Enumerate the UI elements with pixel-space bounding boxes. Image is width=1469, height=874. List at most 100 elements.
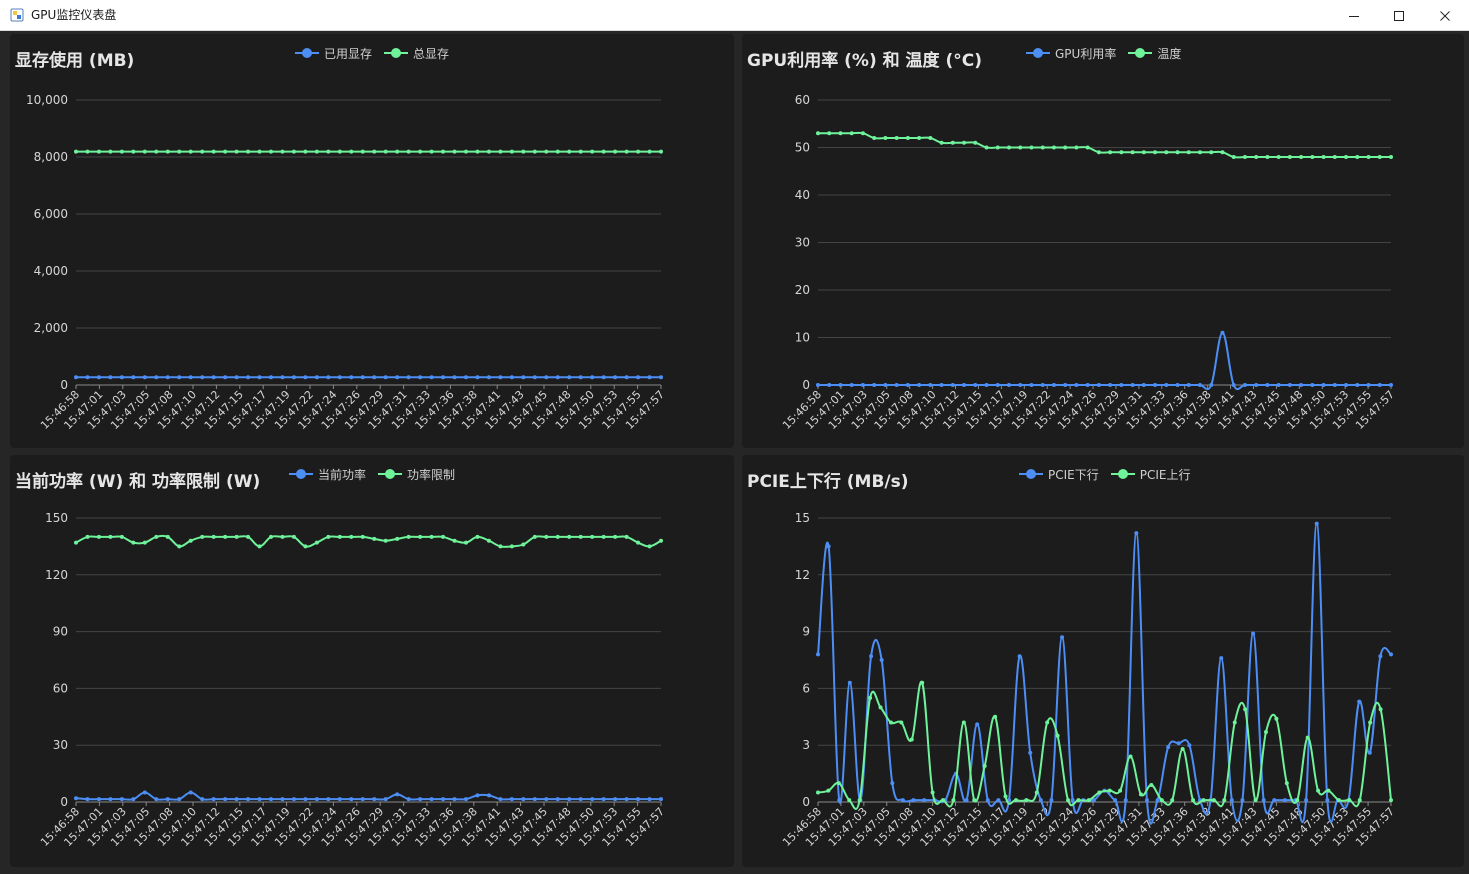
data-point (1219, 656, 1224, 661)
legend-item-total-memory[interactable]: 总显存 (384, 45, 449, 62)
data-point (826, 544, 831, 549)
data-point (647, 375, 652, 380)
y-tick-label: 30 (795, 236, 810, 250)
data-point (1378, 707, 1383, 712)
data-point (1263, 729, 1268, 734)
data-point (964, 798, 969, 803)
legend-item-used-memory[interactable]: 已用显存 (295, 45, 372, 62)
data-point (165, 149, 170, 154)
data-point (962, 383, 967, 387)
data-point (509, 375, 514, 380)
data-point (383, 797, 388, 802)
data-point (1310, 155, 1315, 159)
data-point (1332, 155, 1337, 159)
legend-item-current-power[interactable]: 当前功率 (289, 466, 366, 483)
data-point (1159, 798, 1164, 803)
data-point (578, 534, 583, 539)
data-point (857, 798, 862, 803)
data-point (1325, 798, 1330, 803)
legend-item-power-limit[interactable]: 功率限制 (378, 466, 455, 483)
data-point (659, 375, 663, 380)
data-point (647, 544, 652, 549)
data-point (601, 797, 606, 802)
data-point (395, 375, 400, 380)
data-point (74, 375, 78, 380)
legend-label: 温度 (1157, 46, 1182, 61)
data-point (429, 534, 434, 539)
data-point (131, 797, 136, 802)
data-point (939, 140, 944, 145)
y-tick-label: 60 (53, 681, 68, 695)
data-point (269, 797, 273, 802)
data-point (659, 149, 663, 154)
data-point (905, 136, 910, 140)
legend-item-gpu-utilization[interactable]: GPU利用率 (1026, 45, 1116, 62)
data-point (1389, 383, 1393, 387)
data-point (1231, 383, 1236, 387)
data-point (418, 375, 423, 380)
data-point (291, 797, 296, 802)
data-point (567, 375, 572, 380)
data-point (1051, 145, 1056, 150)
data-point (1138, 792, 1143, 797)
data-point (878, 705, 883, 710)
data-point (119, 534, 124, 539)
legend-item-pcie-tx[interactable]: PCIE上行 (1110, 466, 1191, 483)
data-point (464, 797, 468, 802)
data-point (972, 798, 977, 803)
data-point (975, 722, 980, 727)
data-point (314, 375, 319, 380)
data-point (1366, 155, 1371, 159)
close-icon (1440, 10, 1450, 21)
data-point (1276, 155, 1281, 159)
y-tick-label: 12 (795, 568, 810, 582)
data-point (372, 375, 377, 380)
data-point (177, 797, 182, 802)
data-point (1060, 635, 1065, 640)
data-point (200, 149, 205, 154)
power-chart-legend[interactable]: 当前功率 功率限制 (289, 466, 467, 482)
power-chart-title: 当前功率 (W) 和 功率限制 (W) (15, 472, 261, 492)
legend-item-temperature[interactable]: 温度 (1128, 45, 1181, 62)
minimize-icon (1349, 15, 1359, 17)
gpu-chart-legend[interactable]: GPU利用率 温度 (1026, 45, 1193, 61)
data-point (142, 149, 147, 154)
series-points-2 (816, 131, 1393, 159)
data-point (1164, 150, 1169, 155)
data-point (1051, 383, 1056, 387)
data-point (200, 534, 205, 539)
data-point (1378, 654, 1383, 659)
maximize-button[interactable] (1376, 0, 1422, 31)
data-point (1040, 383, 1045, 387)
legend-item-pcie-rx[interactable]: PCIE下行 (1019, 466, 1099, 483)
data-point (96, 797, 101, 802)
data-point (827, 131, 832, 136)
data-point (211, 149, 216, 154)
data-point (1085, 145, 1090, 150)
data-point (1166, 745, 1171, 750)
data-point (1229, 798, 1234, 803)
data-point (1063, 383, 1068, 387)
pcie-chart-legend[interactable]: PCIE下行 PCIE上行 (1019, 466, 1203, 482)
data-point (1028, 750, 1033, 755)
data-point (303, 149, 308, 154)
data-point (119, 375, 124, 380)
data-point (1141, 383, 1146, 387)
data-point (475, 793, 480, 798)
close-button[interactable] (1422, 0, 1468, 31)
data-point (1209, 383, 1214, 387)
memory-line-chart: 0 2,000 4,000 6,000 8,000 10,000 15:46:5815:47… (26, 93, 667, 432)
y-axis-labels: 0 10 20 30 40 50 60 (795, 93, 810, 392)
y-tick-label: 20 (795, 283, 810, 297)
data-point (337, 149, 342, 154)
data-point (498, 149, 503, 154)
data-point (1251, 631, 1256, 636)
data-point (1153, 150, 1158, 155)
memory-chart-legend[interactable]: 已用显存 总显存 (295, 45, 461, 61)
minimize-button[interactable] (1331, 0, 1377, 31)
data-point (917, 136, 922, 140)
data-point (234, 797, 239, 802)
data-point (985, 798, 990, 803)
data-point (1304, 798, 1309, 803)
data-point (888, 720, 893, 725)
